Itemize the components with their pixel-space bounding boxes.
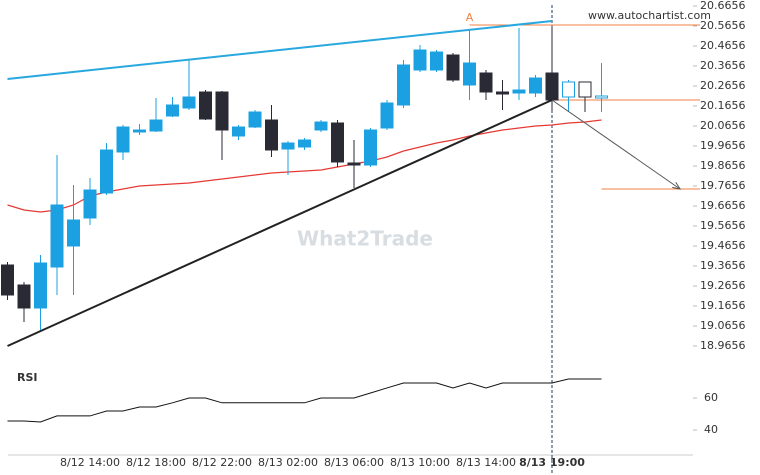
candle-body	[496, 91, 509, 95]
y-tick-label: 19.9656	[700, 139, 746, 152]
candle-body	[413, 49, 427, 71]
rsi-tick-label: 60	[704, 391, 718, 404]
candle-body	[595, 95, 608, 99]
candle-body	[1, 264, 14, 296]
y-tick-label: 19.6656	[700, 199, 746, 212]
candle-body	[166, 104, 179, 117]
candle-body	[430, 51, 443, 71]
x-tick-label: 8/13 10:00	[390, 456, 450, 469]
candle-body	[529, 77, 542, 94]
y-tick-label: 19.8656	[700, 159, 746, 172]
forecast-arrow	[551, 99, 681, 190]
x-tick-label: 8/12 18:00	[126, 456, 186, 469]
candle-body	[34, 262, 47, 309]
candle-body	[347, 162, 361, 166]
candle-body	[314, 121, 328, 131]
candle-body	[248, 111, 262, 128]
x-tick-label: 8/13 14:00	[456, 456, 516, 469]
y-tick-label: 19.5656	[700, 219, 746, 232]
y-tick-label: 19.3656	[700, 259, 746, 272]
candle-body	[298, 139, 311, 148]
candle-body	[281, 142, 295, 150]
candle-body	[446, 54, 460, 81]
candle-body	[479, 72, 493, 93]
candle-body	[215, 91, 229, 131]
y-tick-label: 20.1656	[700, 99, 746, 112]
candle-body	[331, 122, 344, 163]
x-tick-label: 8/13 06:00	[324, 456, 384, 469]
candle-body	[67, 219, 80, 247]
candle-body	[133, 129, 146, 133]
level-label: A	[466, 11, 474, 24]
x-tick-label: 8/12 22:00	[192, 456, 252, 469]
candle-body	[17, 284, 31, 309]
y-tick-label: 20.5656	[700, 19, 746, 32]
candle-body	[100, 149, 113, 194]
arrow-head	[672, 181, 682, 190]
candle-body	[83, 189, 97, 219]
y-tick-label: 20.6656	[700, 0, 746, 12]
candle-body	[380, 102, 394, 129]
candle-body	[149, 119, 163, 132]
candle-body	[512, 89, 526, 94]
candle-body	[463, 62, 476, 86]
x-tick-label: 8/12 14:00	[60, 456, 120, 469]
trendline	[7, 99, 553, 347]
rsi-tick-label: 40	[704, 423, 718, 436]
candle-body	[578, 81, 592, 98]
y-tick-label: 20.3656	[700, 59, 746, 72]
y-tick-label: 19.1656	[700, 299, 746, 312]
y-tick-label: 20.2656	[700, 79, 746, 92]
y-tick-label: 19.4656	[700, 239, 746, 252]
y-tick-label: 20.0656	[700, 119, 746, 132]
candle-body	[397, 64, 410, 106]
candle-body	[232, 126, 245, 137]
rsi-line	[7, 378, 602, 423]
candle-body	[562, 81, 575, 98]
trendline	[7, 20, 553, 80]
candle-body	[364, 129, 377, 166]
candle-body	[116, 126, 130, 153]
source: www.autochartist.com	[588, 9, 711, 22]
y-tick-label: 19.0656	[700, 319, 746, 332]
candle-body	[265, 119, 278, 151]
candle-body	[50, 204, 64, 268]
y-tick-label: 19.2656	[700, 279, 746, 292]
watermark: What2Trade	[297, 227, 433, 251]
y-tick-label: 20.4656	[700, 39, 746, 52]
y-tick-label: 18.9656	[700, 339, 746, 352]
x-tick-label: 8/13 02:00	[258, 456, 318, 469]
candle-body	[199, 91, 212, 120]
rsi-label: RSI	[17, 371, 38, 384]
candle-body	[182, 96, 196, 109]
candle-body	[545, 72, 559, 101]
y-tick-label: 19.7656	[700, 179, 746, 192]
